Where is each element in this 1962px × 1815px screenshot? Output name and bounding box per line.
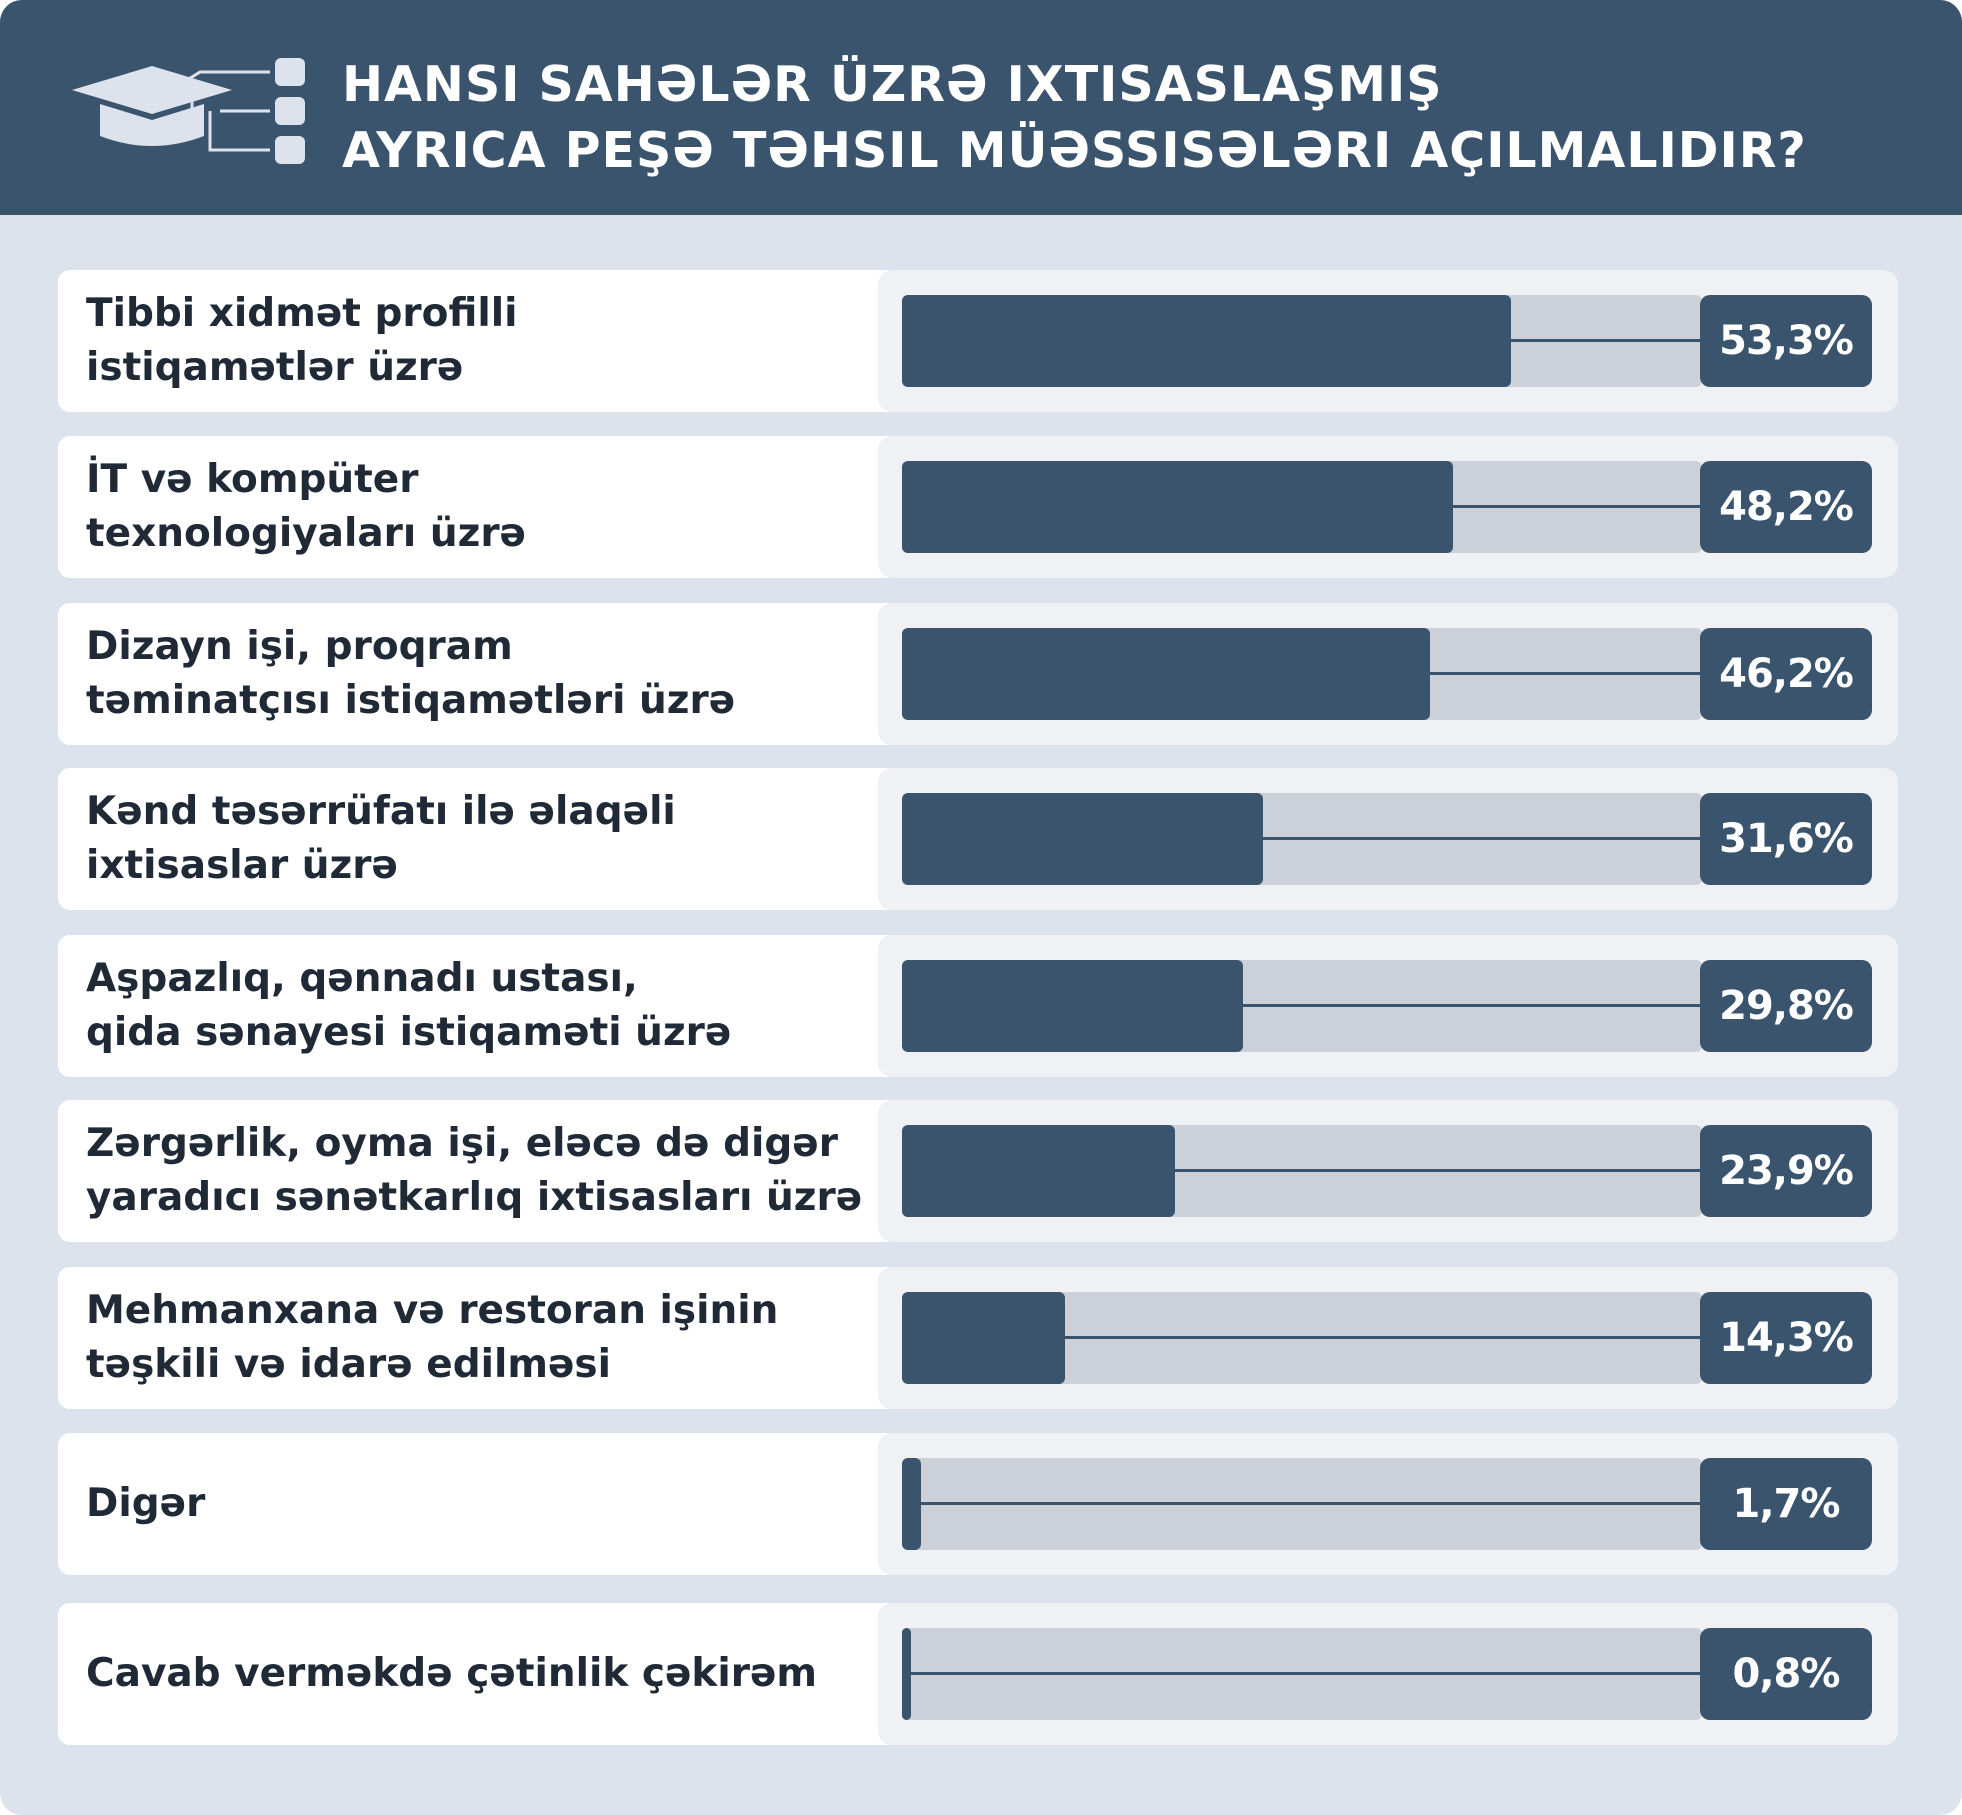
bar-row: İT və kompüter texnologiyaları üzrə 48,2% <box>58 436 1898 578</box>
category-label: İT və kompüter texnologiyaları üzrə <box>86 457 527 556</box>
category-label-box: Kənd təsərrüfatı ilə əlaqəli ixtisaslar … <box>58 768 898 910</box>
value-label: 46,2% <box>1700 628 1872 720</box>
bar-track <box>902 1458 1724 1550</box>
value-label: 48,2% <box>1700 461 1872 553</box>
category-label-box: Aşpazlıq, qənnadı ustası, qida sənayesi … <box>58 935 898 1077</box>
bar-panel: 31,6% <box>878 768 1898 910</box>
value-label: 14,3% <box>1700 1292 1872 1384</box>
bar-leader-line <box>911 1672 1724 1675</box>
category-label-box: Mehmanxana və restoran işinin təşkili və… <box>58 1267 898 1409</box>
category-label: Zərgərlik, oyma işi, eləcə də digər yara… <box>86 1121 863 1220</box>
category-label-box: Digər <box>58 1433 898 1575</box>
bar-leader-line <box>1065 1336 1724 1339</box>
bar-panel: 29,8% <box>878 935 1898 1077</box>
bar <box>902 1292 1066 1384</box>
graduation-cap-icon <box>72 58 305 164</box>
value-label: 31,6% <box>1700 793 1872 885</box>
bar-panel: 1,7% <box>878 1433 1898 1575</box>
bar <box>902 628 1430 720</box>
bar-row: Digər 1,7% <box>58 1433 1898 1575</box>
category-label-box: Dizayn işi, proqram təminatçısı istiqamə… <box>58 603 898 745</box>
value-label: 0,8% <box>1700 1628 1872 1720</box>
bar-leader-line <box>921 1502 1724 1505</box>
bar-row: Dizayn işi, proqram təminatçısı istiqamə… <box>58 603 1898 745</box>
bar-track <box>902 1125 1724 1217</box>
category-label: Mehmanxana və restoran işinin təşkili və… <box>86 1288 779 1387</box>
category-label: Aşpazlıq, qənnadı ustası, qida sənayesi … <box>86 956 732 1055</box>
bar-panel: 46,2% <box>878 603 1898 745</box>
title-line-1: Hansı sahələr üzrə ixtisaslaşmış <box>342 56 1443 113</box>
bar <box>902 1628 912 1720</box>
bar-leader-line <box>1511 339 1724 342</box>
category-label-box: Tibbi xidmət profilli istiqamətlər üzrə <box>58 270 898 412</box>
bar-track <box>902 1292 1724 1384</box>
bar-row: Kənd təsərrüfatı ilə əlaqəli ixtisaslar … <box>58 768 1898 910</box>
bar-track <box>902 960 1724 1052</box>
bar <box>902 793 1264 885</box>
title-line-2: ayrıca peşə təhsil müəssisələri açılmalı… <box>342 122 1807 179</box>
category-label: Kənd təsərrüfatı ilə əlaqəli ixtisaslar … <box>86 789 676 888</box>
chart-title: Hansı sahələr üzrə ixtisaslaşmış ayrıca … <box>342 52 1807 184</box>
value-label: 53,3% <box>1700 295 1872 387</box>
value-label: 23,9% <box>1700 1125 1872 1217</box>
bar-track <box>902 628 1724 720</box>
category-label: Dizayn işi, proqram təminatçısı istiqamə… <box>86 624 736 723</box>
header: Hansı sahələr üzrə ixtisaslaşmış ayrıca … <box>0 0 1962 215</box>
bar-track <box>902 793 1724 885</box>
bar <box>902 461 1453 553</box>
bar-leader-line <box>1263 837 1724 840</box>
bar-panel: 23,9% <box>878 1100 1898 1242</box>
bar-track <box>902 1628 1724 1720</box>
bar-row: Aşpazlıq, qənnadı ustası, qida sənayesi … <box>58 935 1898 1077</box>
bar-panel: 0,8% <box>878 1603 1898 1745</box>
bar-track <box>902 295 1724 387</box>
bar <box>902 960 1243 1052</box>
category-label: Digər <box>86 1481 206 1526</box>
bar-row: Tibbi xidmət profilli istiqamətlər üzrə 5… <box>58 270 1898 412</box>
bar-leader-line <box>1242 1004 1724 1007</box>
bar-leader-line <box>1452 505 1724 508</box>
bar <box>902 295 1512 387</box>
bar <box>902 1458 922 1550</box>
bar-panel: 14,3% <box>878 1267 1898 1409</box>
category-label: Cavab verməkdə çətinlik çəkirəm <box>86 1651 818 1696</box>
bar <box>902 1125 1176 1217</box>
bar-row: Zərgərlik, oyma işi, eləcə də digər yara… <box>58 1100 1898 1242</box>
bar-track <box>902 461 1724 553</box>
category-label-box: İT və kompüter texnologiyaları üzrə <box>58 436 898 578</box>
value-label: 1,7% <box>1700 1458 1872 1550</box>
value-label: 29,8% <box>1700 960 1872 1052</box>
bar-row: Mehmanxana və restoran işinin təşkili və… <box>58 1267 1898 1409</box>
bar-leader-line <box>1175 1169 1724 1172</box>
bar-row: Cavab verməkdə çətinlik çəkirəm 0,8% <box>58 1603 1898 1745</box>
category-label: Tibbi xidmət profilli istiqamətlər üzrə <box>86 291 518 390</box>
bar-panel: 53,3% <box>878 270 1898 412</box>
category-label-box: Zərgərlik, oyma işi, eləcə də digər yara… <box>58 1100 898 1242</box>
bar-panel: 48,2% <box>878 436 1898 578</box>
bar-leader-line <box>1430 672 1724 675</box>
category-label-box: Cavab verməkdə çətinlik çəkirəm <box>58 1603 898 1745</box>
